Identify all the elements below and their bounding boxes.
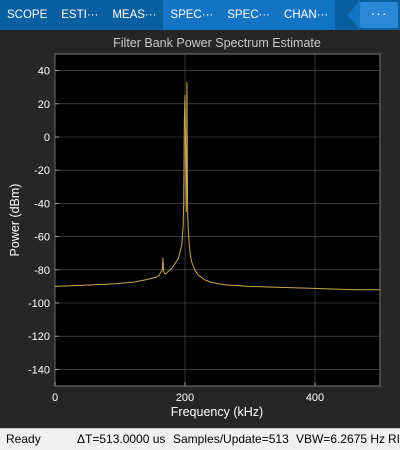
x-tick-label: 400: [306, 392, 324, 404]
status-state: Ready: [6, 432, 41, 446]
y-tick-label: -40: [34, 198, 50, 210]
status-samples: Samples/Update=513: [173, 432, 289, 446]
status-delta-t: ΔT=513.0000 us: [77, 432, 166, 446]
y-tick-label: 40: [38, 66, 50, 78]
x-tick-label: 200: [176, 392, 194, 404]
toolstrip: SCOPE ESTI··· MEAS··· SPEC··· SPEC··· CH…: [0, 0, 400, 30]
spectrum-trace-line: [54, 81, 380, 291]
plot-area[interactable]: [54, 53, 381, 387]
y-ticks: 40 20 0 -20 -40 -60 -80 -100 -120 -140: [28, 66, 59, 376]
y-tick-label: 0: [44, 132, 50, 144]
y-axis-label: Power (dBm): [8, 184, 22, 257]
tab-spectrum[interactable]: SPEC···: [163, 0, 221, 30]
tab-scope[interactable]: SCOPE: [7, 9, 48, 21]
trace-group: [54, 81, 380, 291]
chart-title: Filter Bank Power Spectrum Estimate: [113, 36, 321, 50]
y-tick-label: -140: [28, 364, 50, 376]
spectrum-plot: Filter Bank Power Spectrum Estimate 40 20…: [8, 36, 381, 419]
status-vbw: VBW=6.2675 Hz: [296, 432, 386, 446]
status-bar: Ready ΔT=513.0000 us Samples/Update=513 …: [0, 428, 400, 450]
x-tick-label: 0: [52, 392, 58, 404]
tab-estimation[interactable]: ESTI···: [61, 9, 99, 21]
y-tick-label: 20: [38, 99, 50, 111]
status-trailing: RI: [388, 432, 400, 446]
y-tick-label: -120: [28, 331, 50, 343]
more-tabs-button[interactable]: ···: [360, 2, 398, 28]
tab-overflow: ···: [348, 0, 400, 30]
y-tick-label: -80: [34, 265, 50, 277]
tab-spectrum-2[interactable]: SPEC···: [220, 0, 278, 30]
y-tick-label: -100: [28, 298, 50, 310]
y-tick-label: -60: [34, 232, 50, 244]
x-axis-label: Frequency (kHz): [171, 405, 263, 419]
y-tick-label: -20: [34, 165, 50, 177]
tab-channel[interactable]: CHAN···: [277, 0, 336, 30]
scope-figure: Filter Bank Power Spectrum Estimate 40 20…: [0, 30, 400, 428]
x-ticks: 0 200 400: [52, 382, 324, 404]
grid: [54, 54, 380, 386]
tab-measurements[interactable]: MEAS···: [112, 9, 157, 21]
collapse-arrow-icon: [348, 0, 360, 30]
